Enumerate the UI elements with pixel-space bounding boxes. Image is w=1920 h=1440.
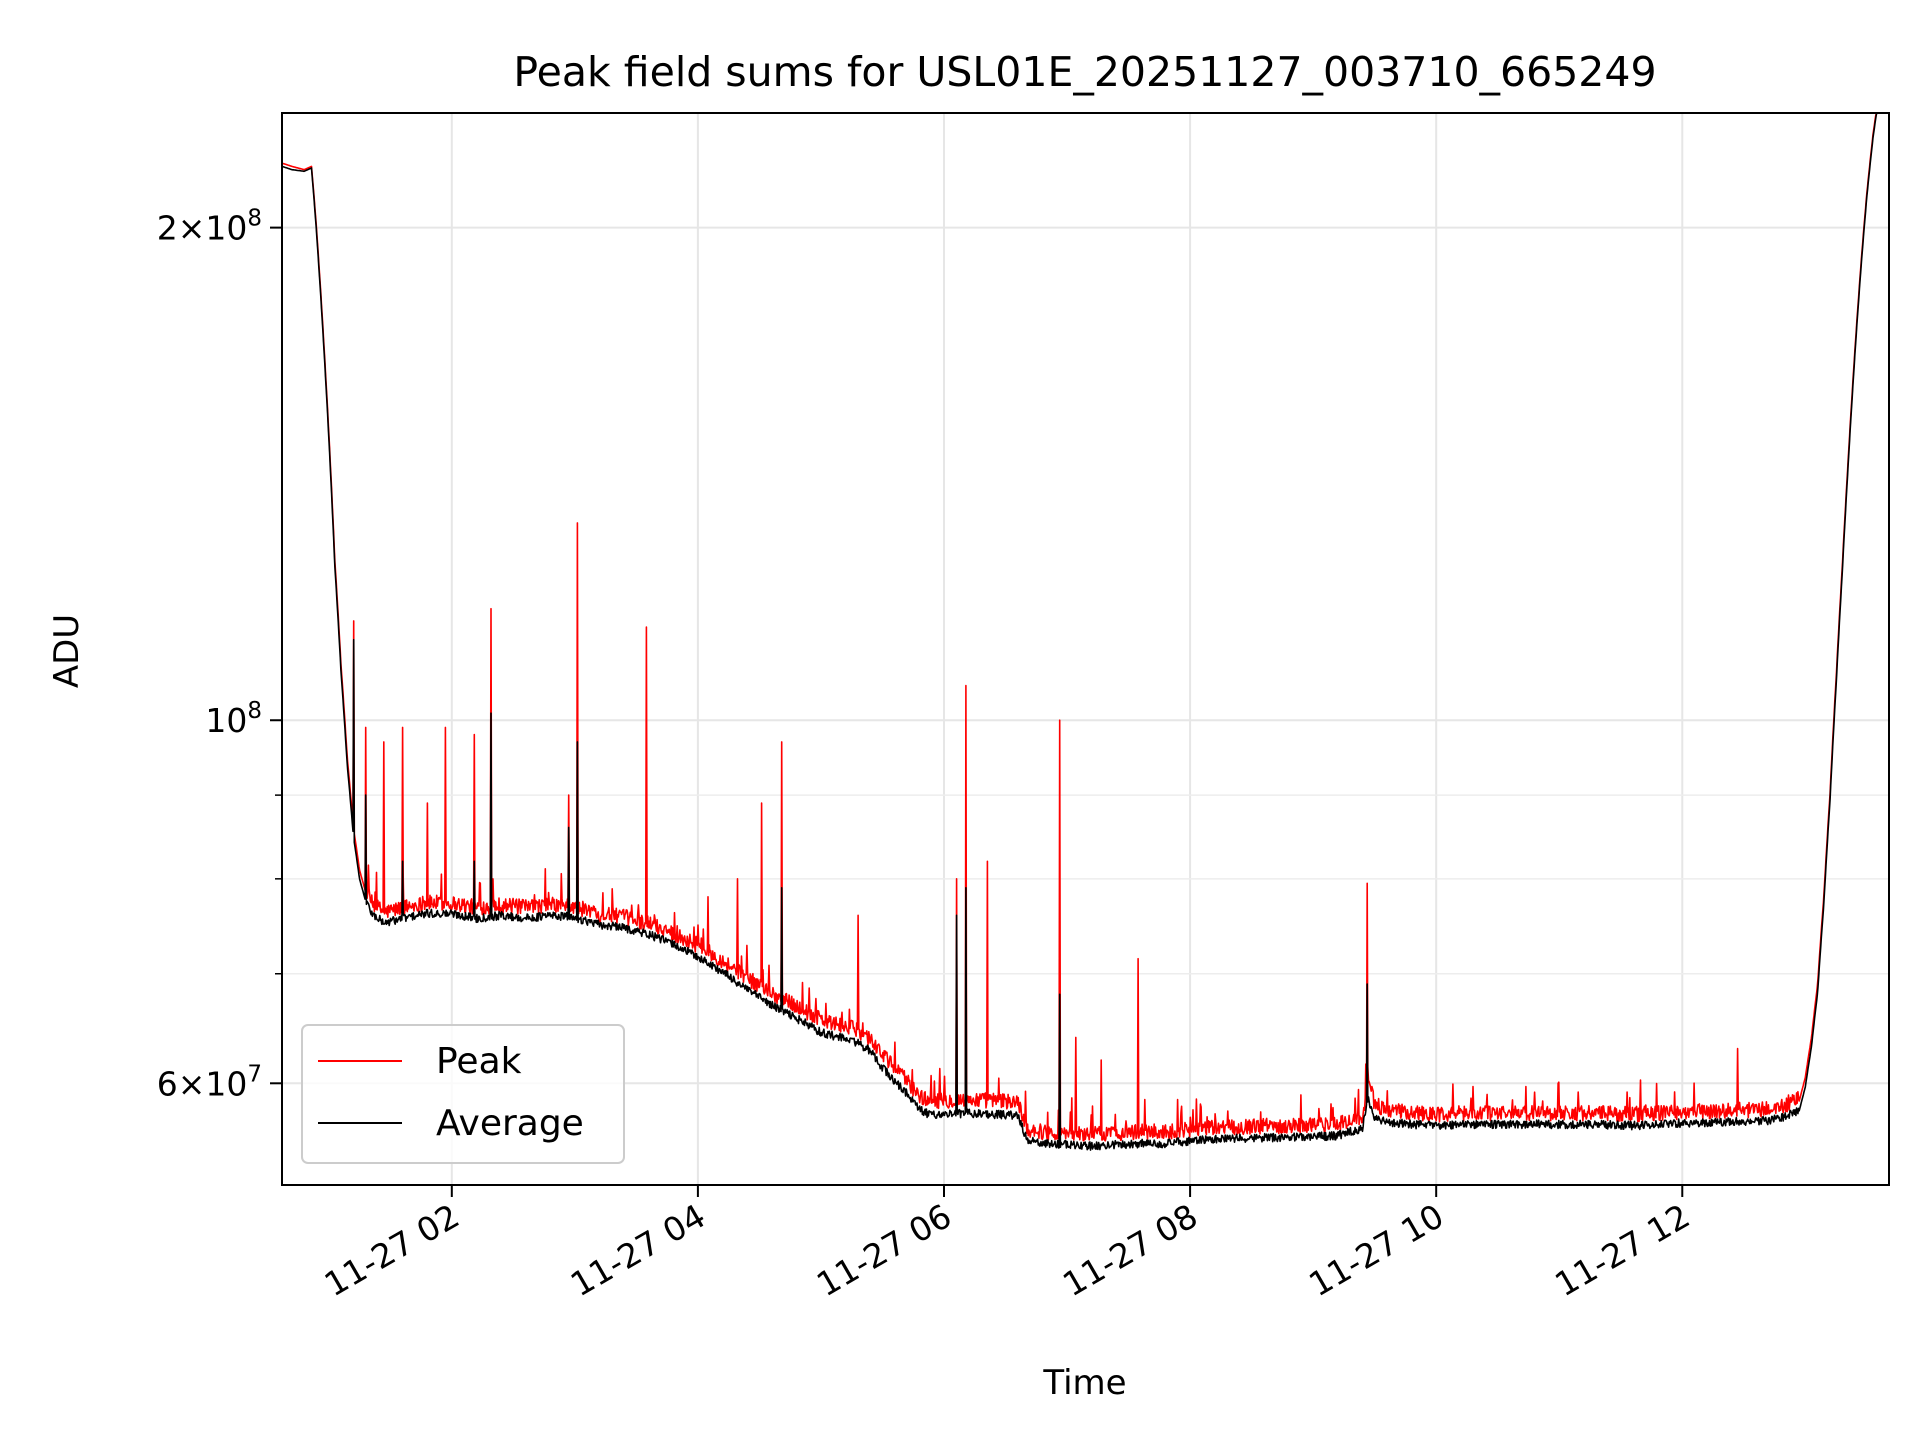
plot-frame: [281, 112, 1890, 1186]
series-peak-line: [281, 112, 1890, 1142]
chart-title: Peak field sums for USL01E_20251127_0037…: [513, 48, 1656, 96]
y-tick-label: 108: [205, 698, 262, 740]
y-tick-label: 2×108: [157, 206, 262, 248]
legend-peak-label: Peak: [436, 1041, 522, 1082]
series-average-line: [281, 112, 1890, 1151]
y-axis-label: ADU: [47, 614, 87, 688]
legend-box: [301, 1024, 625, 1164]
legend: Peak Average: [301, 1024, 625, 1164]
grid-lines: [282, 113, 1889, 1185]
y-tick-label: 6×107: [157, 1061, 262, 1103]
legend-average-label: Average: [436, 1103, 584, 1144]
x-axis-label: Time: [1042, 1363, 1126, 1403]
series-lines: [281, 112, 1890, 1151]
plot-area: [282, 113, 1889, 1185]
